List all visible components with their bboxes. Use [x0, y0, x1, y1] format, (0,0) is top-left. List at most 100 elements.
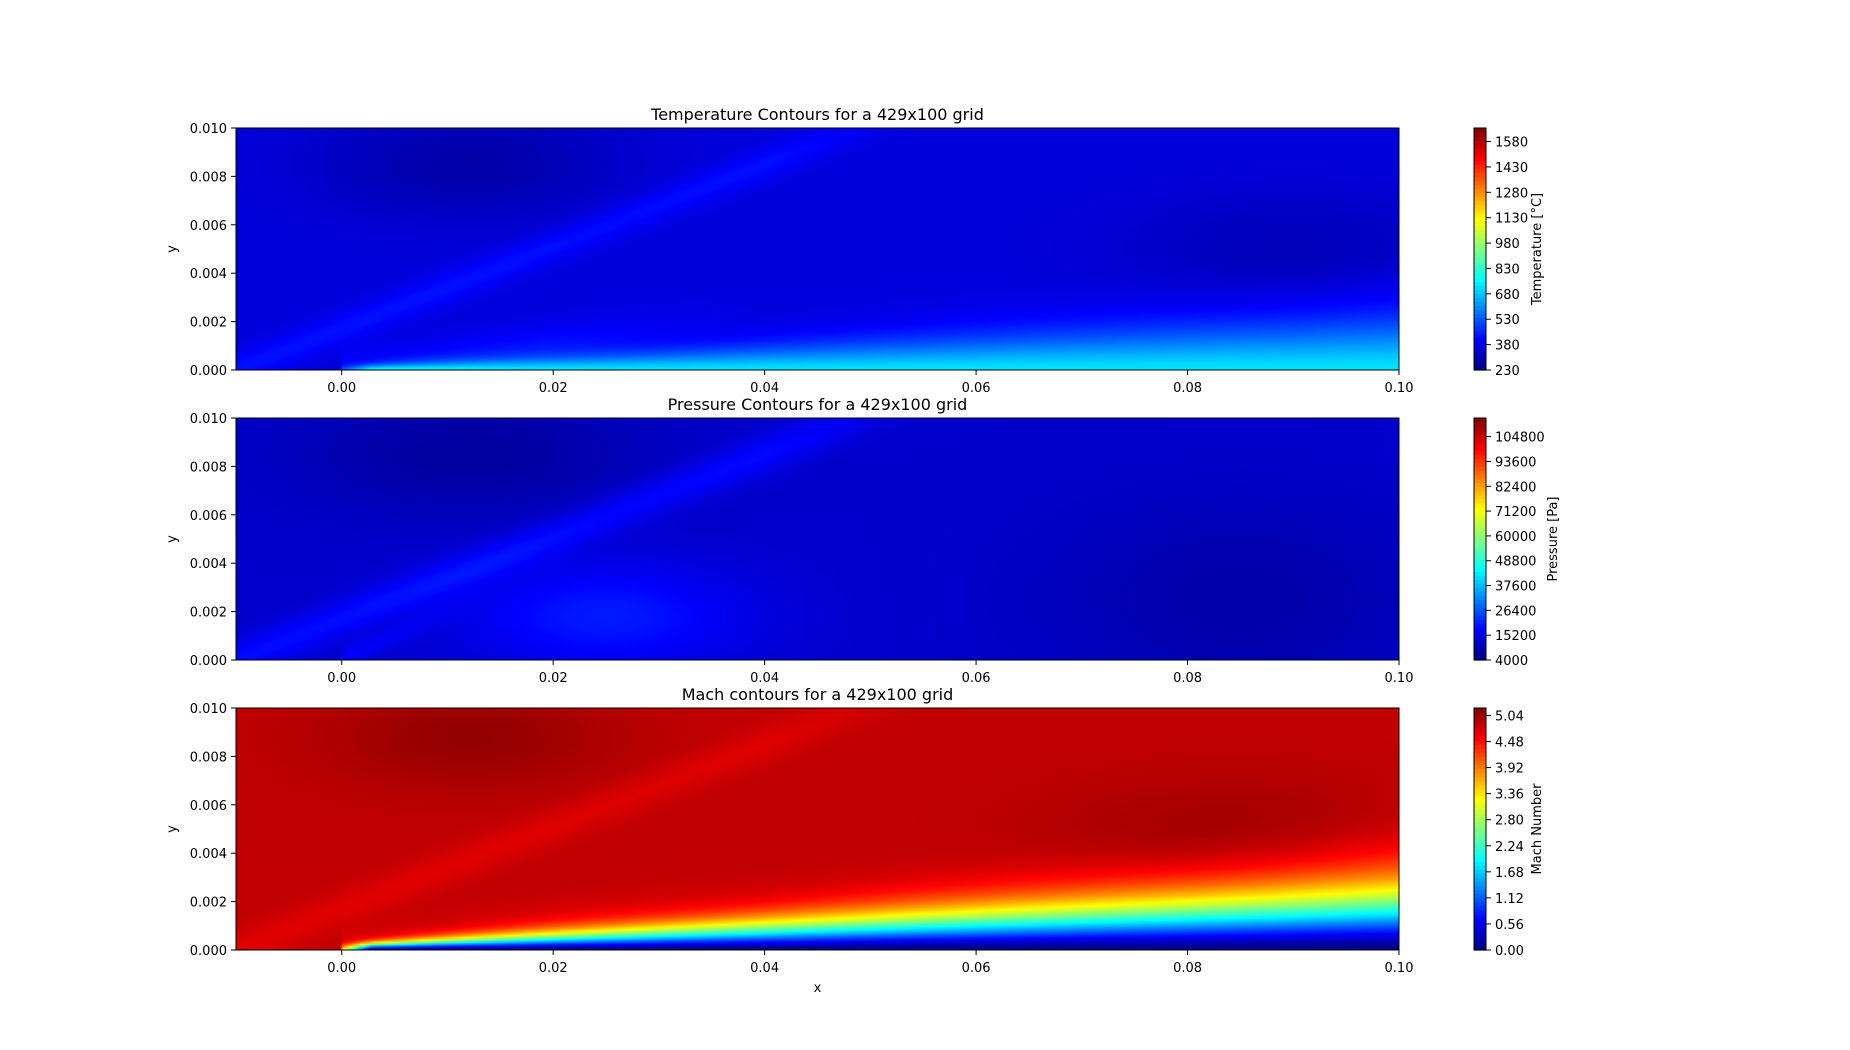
- pressure-xtick-label: 0.08: [1173, 671, 1202, 686]
- temperature-colorbar-segment: [1474, 265, 1486, 270]
- pressure-colorbar-segment: [1474, 579, 1486, 584]
- pressure-colorbar-segment: [1474, 510, 1486, 516]
- mach-colorbar-segment: [1474, 728, 1486, 733]
- pressure-colorbar-segment: [1474, 442, 1486, 447]
- pressure-colorbar-tick-label: 37600: [1495, 580, 1536, 595]
- mach-colorbar-segment: [1474, 756, 1486, 762]
- pressure-ylabel: y: [165, 535, 180, 543]
- temperature-colorbar-segment: [1474, 269, 1486, 274]
- pressure-colorbar-segment: [1474, 547, 1486, 552]
- pressure-colorbar-segment: [1474, 534, 1486, 540]
- temperature-colorbar-segment: [1474, 309, 1486, 315]
- mach-colorbar-segment: [1474, 800, 1486, 806]
- temperature-axes-frame: [235, 127, 1400, 371]
- mach-colorbar-tick-label: 0.00: [1495, 944, 1524, 959]
- temperature-colorbar-segment: [1474, 273, 1486, 278]
- pressure-colorbar-segment: [1474, 603, 1486, 609]
- mach-colorbar-tick-label: 5.04: [1495, 709, 1524, 724]
- temperature-colorbar-segment: [1474, 172, 1486, 177]
- temperature-colorbar-segment: [1474, 168, 1486, 173]
- mach-xtick-label: 0.08: [1173, 961, 1202, 976]
- pressure-colorbar-segment: [1474, 422, 1486, 427]
- pressure-colorbar-segment: [1474, 478, 1486, 484]
- temperature-colorbar-tick-label: 230: [1495, 364, 1520, 379]
- mach-colorbar-segment: [1474, 853, 1486, 858]
- mach-colorbar-tick-label: 3.92: [1495, 762, 1524, 777]
- temperature-colorbar-segment: [1474, 228, 1486, 234]
- mach-colorbar-tick-label: 1.68: [1495, 866, 1524, 881]
- pressure-colorbar-segment: [1474, 498, 1486, 504]
- mach-colorbar-segment: [1474, 873, 1486, 878]
- mach-colorbar-tick-label: 1.12: [1495, 892, 1524, 907]
- temperature-colorbar-segment: [1474, 325, 1486, 331]
- temperature-colorbar-segment: [1474, 196, 1486, 202]
- mach-colorbar-segment: [1474, 917, 1486, 923]
- mach-colorbar-segment: [1474, 752, 1486, 757]
- pressure-colorbar-segment: [1474, 543, 1486, 548]
- mach-ytick-label: 0.004: [190, 847, 227, 862]
- pressure-colorbar-segment: [1474, 647, 1486, 653]
- temperature-colorbar-tick-label: 530: [1495, 313, 1520, 328]
- mach-colorbar-segment: [1474, 933, 1486, 939]
- pressure-colorbar-segment: [1474, 466, 1486, 472]
- temperature-colorbar-segment: [1474, 136, 1486, 141]
- temperature-colorbar-segment: [1474, 148, 1486, 153]
- temperature-colorbar-tick-label: 1280: [1495, 186, 1528, 201]
- temperature-chart: Temperature Contours for a 429x100 grid 0…: [165, 105, 1545, 396]
- temperature-colorbar-segment: [1474, 293, 1486, 298]
- pressure-colorbar-tick-label: 104800: [1495, 431, 1545, 446]
- mach-colorbar-segment: [1474, 812, 1486, 818]
- pressure-axes-frame: [235, 417, 1400, 661]
- pressure-xtick-label: 0.06: [962, 671, 991, 686]
- temperature-colorbar-segment: [1474, 184, 1486, 190]
- pressure-colorbar-tick-label: 60000: [1495, 530, 1536, 545]
- temperature-colorbar-segment: [1474, 249, 1486, 254]
- mach-colorbar-segment: [1474, 820, 1486, 826]
- pressure-colorbar-segment: [1474, 591, 1486, 597]
- pressure-colorbar-segment: [1474, 418, 1486, 423]
- temperature-colorbar-segment: [1474, 240, 1486, 246]
- mach-axes-frame: [235, 707, 1400, 951]
- mach-colorbar-segment: [1474, 869, 1486, 874]
- mach-colorbar-segment: [1474, 909, 1486, 915]
- temperature-colorbar-segment: [1474, 289, 1486, 294]
- mach-colorbar-segment: [1474, 744, 1486, 749]
- temperature-colorbar-segment: [1474, 361, 1486, 367]
- mach-colorbar-segment: [1474, 780, 1486, 786]
- temperature-colorbar-segment: [1474, 301, 1486, 307]
- pressure-colorbar-segment: [1474, 627, 1486, 633]
- temperature-colorbar-segment: [1474, 204, 1486, 210]
- mach-colorbar-segment: [1474, 712, 1486, 717]
- pressure-colorbar-segment: [1474, 567, 1486, 572]
- temperature-ytick-label: 0.008: [190, 170, 227, 185]
- pressure-colorbar-segment: [1474, 426, 1486, 431]
- pressure-colorbar-segment: [1474, 643, 1486, 649]
- temperature-colorbar-label: Temperature [°C]: [1530, 193, 1545, 306]
- mach-colorbar-segment: [1474, 849, 1486, 854]
- mach-colorbar-segment: [1474, 877, 1486, 883]
- temperature-colorbar-segment: [1474, 365, 1486, 371]
- pressure-colorbar-segment: [1474, 559, 1486, 564]
- mach-colorbar-segment: [1474, 796, 1486, 802]
- mach-colorbar-segment: [1474, 861, 1486, 866]
- temperature-colorbar-tick-label: 1580: [1495, 136, 1528, 151]
- pressure-colorbar-segment: [1474, 639, 1486, 645]
- pressure-colorbar-segment: [1474, 526, 1486, 532]
- temperature-colorbar-segment: [1474, 128, 1486, 133]
- temperature-colorbar-segment: [1474, 281, 1486, 286]
- temperature-colorbar-frame: [1473, 127, 1487, 371]
- pressure-colorbar-segment: [1474, 575, 1486, 580]
- mach-ytick-label: 0.010: [190, 702, 227, 717]
- mach-colorbar-segment: [1474, 833, 1486, 838]
- pressure-colorbar-segment: [1474, 530, 1486, 536]
- pressure-xtick-label: 0.02: [539, 671, 568, 686]
- temperature-colorbar-tick-label: 830: [1495, 262, 1520, 277]
- pressure-colorbar-segment: [1474, 482, 1486, 488]
- mach-ytick-label: 0.006: [190, 799, 227, 814]
- pressure-colorbar-segment: [1474, 470, 1486, 476]
- mach-contour-field: [236, 708, 1399, 950]
- temperature-colorbar-segment: [1474, 160, 1486, 165]
- pressure-colorbar-segment: [1474, 539, 1486, 544]
- mach-xtick-label: 0.00: [327, 961, 356, 976]
